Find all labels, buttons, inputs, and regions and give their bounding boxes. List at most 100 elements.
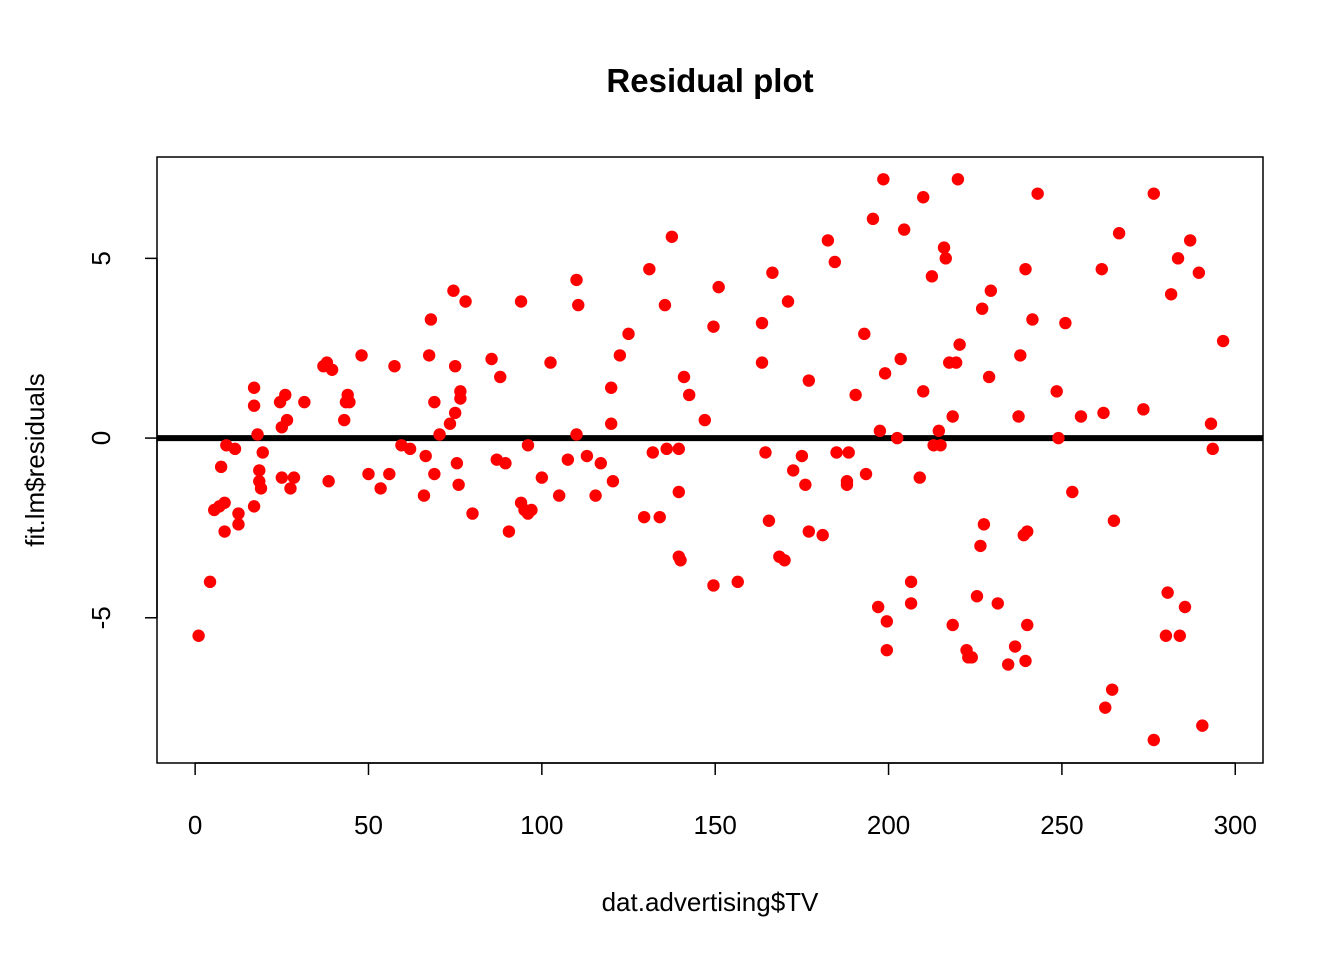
data-point <box>821 234 835 247</box>
data-point <box>433 428 446 441</box>
data-point <box>925 270 939 283</box>
y-axis: -5 0 5 <box>86 251 158 629</box>
data-point <box>604 417 618 430</box>
data-point <box>338 413 351 427</box>
y-tick-label: 5 <box>86 251 116 265</box>
y-tick-label: 0 <box>86 431 116 445</box>
data-point <box>448 359 462 373</box>
data-point <box>247 500 261 513</box>
data-point <box>778 554 791 567</box>
data-point <box>707 579 720 592</box>
data-point <box>643 262 656 276</box>
data-point <box>975 302 989 315</box>
x-axis-label: dat.advertising$TV <box>602 887 819 917</box>
data-point <box>991 597 1004 610</box>
data-point <box>485 352 498 366</box>
data-point <box>982 370 996 384</box>
data-point <box>604 381 618 394</box>
data-point <box>873 424 887 438</box>
data-point <box>232 507 245 520</box>
data-point <box>858 327 871 341</box>
data-point <box>544 356 557 369</box>
data-point <box>279 388 292 402</box>
data-point <box>622 327 635 341</box>
data-point <box>232 518 245 531</box>
data-point <box>228 442 242 456</box>
data-point <box>1159 629 1173 642</box>
data-point <box>447 284 460 297</box>
data-point <box>766 266 779 279</box>
data-point <box>454 392 467 405</box>
data-point <box>502 525 516 538</box>
data-point <box>374 482 387 495</box>
data-point <box>570 273 583 287</box>
data-point <box>937 241 951 254</box>
data-point <box>287 471 301 484</box>
data-point <box>1014 349 1027 362</box>
data-point <box>1001 658 1015 671</box>
data-point <box>1099 701 1112 714</box>
data-point <box>494 370 507 384</box>
data-point <box>298 395 311 409</box>
data-point <box>932 424 946 438</box>
data-point <box>355 349 368 362</box>
data-point <box>343 395 356 409</box>
data-point <box>419 449 432 463</box>
data-point <box>799 478 812 492</box>
data-point <box>755 316 769 330</box>
data-point <box>953 338 966 351</box>
data-point <box>403 442 417 456</box>
data-point <box>218 496 231 509</box>
data-point <box>934 439 947 452</box>
data-points-layer <box>192 173 1230 747</box>
data-point <box>866 212 880 226</box>
data-point <box>698 413 711 427</box>
data-point <box>946 410 959 423</box>
y-axis-label: fit.lm$residuals <box>20 373 50 546</box>
data-point <box>672 485 685 499</box>
x-tick-label: 50 <box>354 810 383 840</box>
data-point <box>1183 234 1197 247</box>
data-point <box>1107 514 1121 527</box>
data-point <box>1021 618 1034 632</box>
data-point <box>1021 525 1034 538</box>
data-point <box>904 575 918 589</box>
data-point <box>514 295 528 308</box>
data-point <box>443 417 457 430</box>
data-point <box>842 446 855 459</box>
data-point <box>802 525 816 538</box>
chart-title: Residual plot <box>606 62 813 99</box>
data-point <box>984 284 998 297</box>
data-point <box>521 439 535 452</box>
data-point <box>665 230 679 243</box>
data-point <box>1105 683 1119 696</box>
data-point <box>525 503 538 517</box>
data-point <box>1112 226 1126 240</box>
data-point <box>535 471 549 484</box>
data-point <box>795 449 809 463</box>
data-point <box>904 597 918 610</box>
data-point <box>552 489 566 502</box>
data-point <box>859 467 873 481</box>
data-point <box>816 528 829 542</box>
data-point <box>1161 586 1174 599</box>
data-point <box>218 525 231 538</box>
data-point <box>203 575 217 589</box>
data-point <box>1192 266 1206 279</box>
data-point <box>1050 385 1063 398</box>
data-point <box>759 446 772 459</box>
data-point <box>459 295 472 308</box>
data-point <box>422 349 436 362</box>
data-point <box>280 413 294 427</box>
data-point <box>1147 187 1160 200</box>
data-point <box>712 280 725 294</box>
data-point <box>878 367 892 380</box>
data-point <box>913 471 926 484</box>
data-point <box>452 478 465 492</box>
data-point <box>1074 410 1088 423</box>
data-point <box>284 482 297 495</box>
data-point <box>1164 288 1178 301</box>
data-point <box>214 460 228 474</box>
data-point <box>682 388 696 402</box>
